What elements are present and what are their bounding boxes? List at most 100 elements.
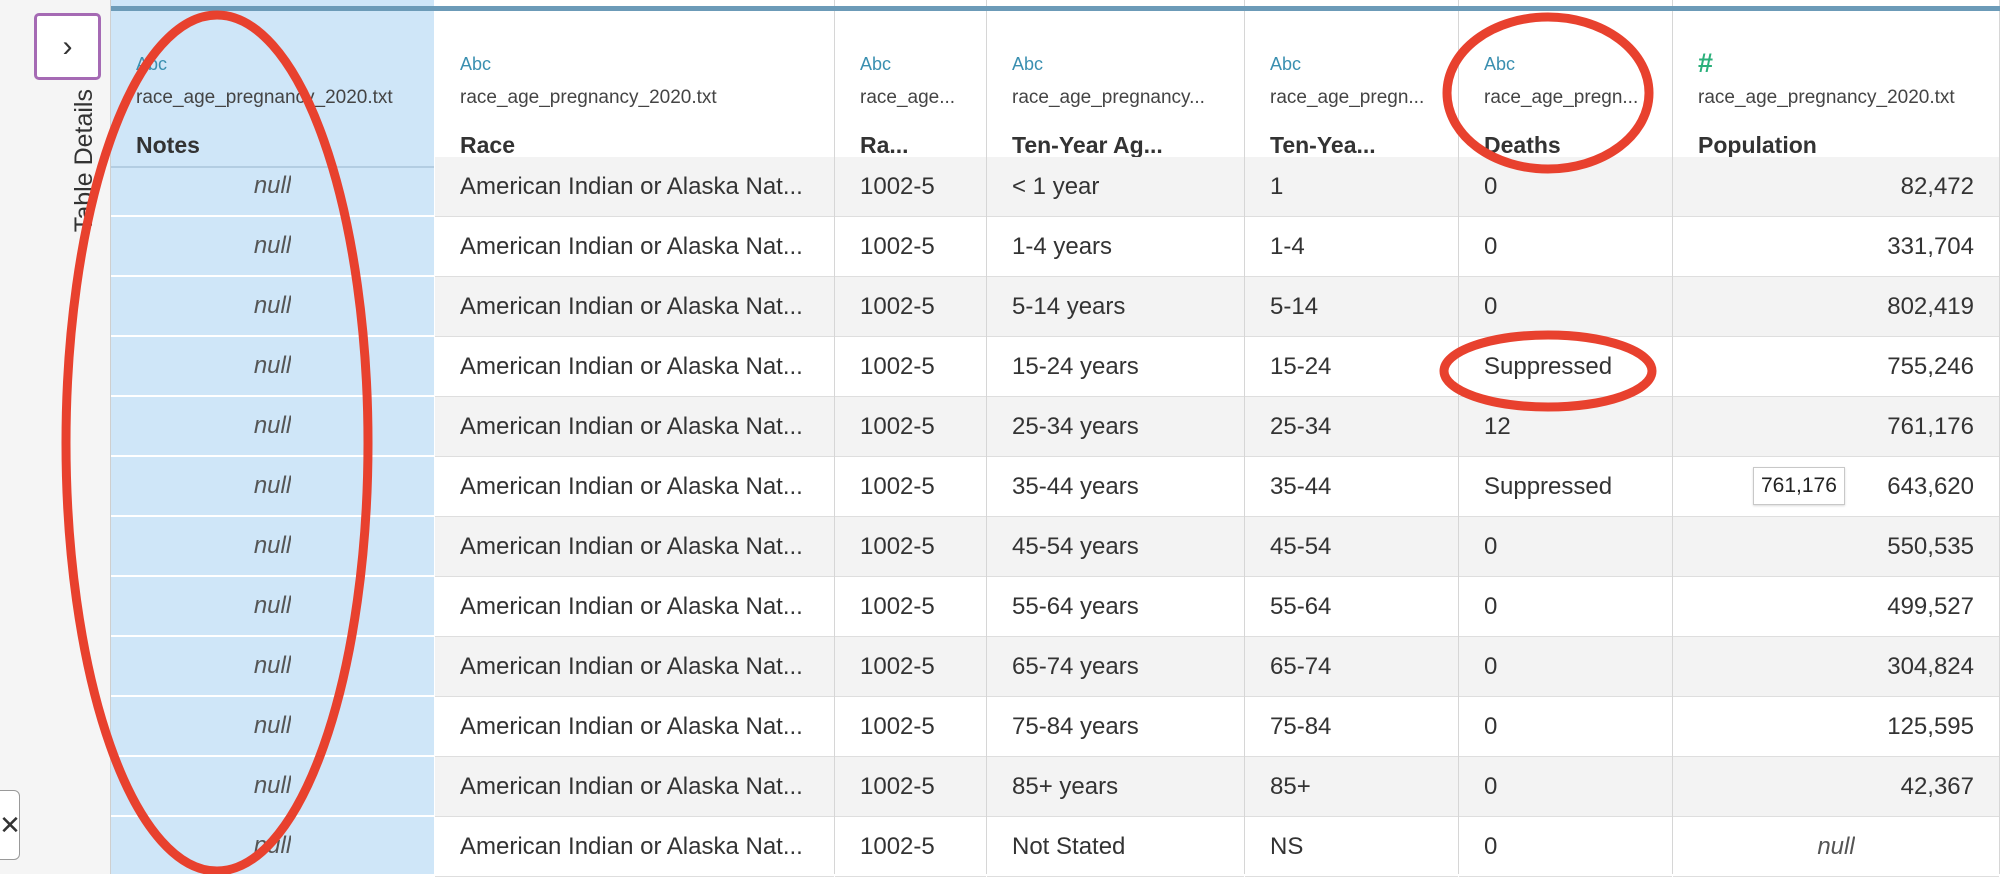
table-cell[interactable]: 761,176: [1673, 397, 1999, 457]
table-cell[interactable]: 55-64 years: [987, 577, 1244, 637]
table-cell[interactable]: 0: [1459, 577, 1672, 637]
column-header[interactable]: Abc race_age_pregnancy... Ten-Year Ag...: [987, 11, 1244, 168]
table-cell[interactable]: null: [111, 817, 434, 877]
column-header[interactable]: Abc race_age_pregn... Deaths: [1459, 11, 1672, 168]
table-cell[interactable]: American Indian or Alaska Nat...: [435, 577, 834, 637]
table-cell[interactable]: 0: [1459, 697, 1672, 757]
table-cell[interactable]: 82,472: [1673, 157, 1999, 217]
table-cell[interactable]: null: [111, 217, 434, 277]
table-cell[interactable]: Suppressed: [1459, 457, 1672, 517]
table-cell[interactable]: American Indian or Alaska Nat...: [435, 637, 834, 697]
table-cell[interactable]: American Indian or Alaska Nat...: [435, 457, 834, 517]
close-button[interactable]: ✕: [0, 790, 21, 860]
column-race-code[interactable]: Abc race_age... Ra... 1002-5 1002-5 1002-5 100…: [835, 0, 987, 877]
column-name[interactable]: Race: [460, 132, 515, 158]
column-name[interactable]: Ra...: [860, 132, 909, 158]
table-cell[interactable]: null: [111, 697, 434, 757]
table-cell[interactable]: American Indian or Alaska Nat...: [435, 397, 834, 457]
table-cell[interactable]: 65-74 years: [987, 637, 1244, 697]
table-cell[interactable]: 0: [1459, 637, 1672, 697]
table-cell[interactable]: Not Stated: [987, 817, 1244, 877]
column-name[interactable]: Ten-Year Ag...: [1012, 132, 1163, 158]
table-cell[interactable]: 42,367: [1673, 757, 1999, 817]
table-cell[interactable]: null: [111, 517, 434, 577]
column-population[interactable]: # race_age_pregnancy_2020.txt Population 82…: [1673, 0, 2000, 877]
table-cell[interactable]: null: [111, 277, 434, 337]
table-cell[interactable]: 0: [1459, 217, 1672, 277]
table-cell[interactable]: 1002-5: [835, 337, 986, 397]
table-cell[interactable]: null: [111, 397, 434, 457]
column-notes[interactable]: Abc race_age_pregnancy_2020.txt Notes null n…: [111, 0, 435, 877]
table-cell[interactable]: 35-44: [1245, 457, 1458, 517]
table-cell[interactable]: 802,419: [1673, 277, 1999, 337]
table-cell[interactable]: American Indian or Alaska Nat...: [435, 157, 834, 217]
table-cell[interactable]: 1002-5: [835, 697, 986, 757]
table-cell[interactable]: 65-74: [1245, 637, 1458, 697]
table-cell[interactable]: American Indian or Alaska Nat...: [435, 337, 834, 397]
table-cell[interactable]: 331,704: [1673, 217, 1999, 277]
table-cell[interactable]: 35-44 years: [987, 457, 1244, 517]
column-race[interactable]: Abc race_age_pregnancy_2020.txt Race Americ…: [435, 0, 835, 877]
column-ten-year-age-groups[interactable]: Abc race_age_pregnancy... Ten-Year Ag... < …: [987, 0, 1245, 877]
table-cell[interactable]: 85+ years: [987, 757, 1244, 817]
table-cell[interactable]: 15-24 years: [987, 337, 1244, 397]
table-cell[interactable]: 550,535: [1673, 517, 1999, 577]
table-cell[interactable]: 304,824: [1673, 637, 1999, 697]
table-cell[interactable]: 15-24: [1245, 337, 1458, 397]
table-cell[interactable]: 25-34 years: [987, 397, 1244, 457]
table-cell[interactable]: null: [111, 637, 434, 697]
column-name[interactable]: Ten-Yea...: [1270, 132, 1376, 158]
table-cell[interactable]: 0: [1459, 157, 1672, 217]
number-type-icon[interactable]: #: [1698, 48, 1714, 78]
table-cell[interactable]: null: [1673, 817, 1999, 877]
string-type-icon[interactable]: Abc: [860, 54, 892, 74]
string-type-icon[interactable]: Abc: [136, 54, 168, 74]
table-cell[interactable]: American Indian or Alaska Nat...: [435, 517, 834, 577]
table-cell[interactable]: 1002-5: [835, 577, 986, 637]
table-cell[interactable]: 0: [1459, 757, 1672, 817]
string-type-icon[interactable]: Abc: [1270, 54, 1302, 74]
column-name[interactable]: Notes: [136, 132, 200, 158]
table-cell[interactable]: 1-4: [1245, 217, 1458, 277]
table-cell[interactable]: American Indian or Alaska Nat...: [435, 757, 834, 817]
table-cell[interactable]: < 1 year: [987, 157, 1244, 217]
table-cell[interactable]: 5-14 years: [987, 277, 1244, 337]
table-cell[interactable]: 1002-5: [835, 157, 986, 217]
table-cell[interactable]: 1: [1245, 157, 1458, 217]
column-header[interactable]: Abc race_age... Ra...: [835, 11, 986, 168]
table-cell[interactable]: American Indian or Alaska Nat...: [435, 817, 834, 877]
expand-panel-button[interactable]: ›: [34, 13, 101, 80]
table-cell[interactable]: American Indian or Alaska Nat...: [435, 217, 834, 277]
table-cell[interactable]: 1002-5: [835, 217, 986, 277]
table-cell[interactable]: 75-84 years: [987, 697, 1244, 757]
column-ten-year-age-code[interactable]: Abc race_age_pregn... Ten-Yea... 1 1-4 5-14 15…: [1245, 0, 1459, 877]
table-cell[interactable]: 85+: [1245, 757, 1458, 817]
table-cell[interactable]: 1002-5: [835, 817, 986, 877]
table-cell[interactable]: 45-54: [1245, 517, 1458, 577]
table-cell[interactable]: 125,595: [1673, 697, 1999, 757]
table-cell[interactable]: 1002-5: [835, 517, 986, 577]
table-cell[interactable]: American Indian or Alaska Nat...: [435, 277, 834, 337]
column-header[interactable]: Abc race_age_pregn... Ten-Yea...: [1245, 11, 1458, 168]
column-header[interactable]: Abc race_age_pregnancy_2020.txt Notes: [111, 11, 434, 168]
table-cell[interactable]: 643,620: [1673, 457, 1999, 517]
column-name[interactable]: Population: [1698, 132, 1817, 158]
table-cell[interactable]: null: [111, 157, 434, 217]
table-cell[interactable]: null: [111, 577, 434, 637]
table-cell[interactable]: null: [111, 757, 434, 817]
table-cell[interactable]: 0: [1459, 817, 1672, 877]
table-cell[interactable]: null: [111, 457, 434, 517]
table-cell[interactable]: 12: [1459, 397, 1672, 457]
table-cell[interactable]: 1002-5: [835, 637, 986, 697]
table-cell[interactable]: 0: [1459, 517, 1672, 577]
column-deaths[interactable]: Abc race_age_pregn... Deaths 0 0 0 Suppressed 1…: [1459, 0, 1673, 877]
string-type-icon[interactable]: Abc: [1484, 54, 1516, 74]
table-cell[interactable]: 55-64: [1245, 577, 1458, 637]
column-header[interactable]: # race_age_pregnancy_2020.txt Population: [1673, 11, 1999, 168]
string-type-icon[interactable]: Abc: [460, 54, 492, 74]
table-cell[interactable]: 5-14: [1245, 277, 1458, 337]
table-cell[interactable]: 1002-5: [835, 757, 986, 817]
string-type-icon[interactable]: Abc: [1012, 54, 1044, 74]
column-header[interactable]: Abc race_age_pregnancy_2020.txt Race: [435, 11, 834, 168]
table-cell[interactable]: 755,246: [1673, 337, 1999, 397]
